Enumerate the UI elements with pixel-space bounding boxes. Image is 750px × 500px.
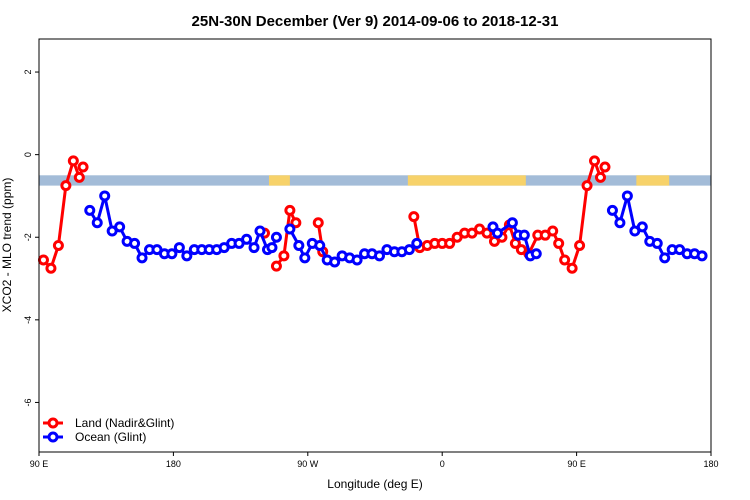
- ocean-point-0-1: [91, 217, 103, 229]
- ocean-point-0-12: [173, 242, 185, 254]
- x-tick-label-2: 90 W: [297, 459, 319, 469]
- ocean-point-2-1: [491, 227, 503, 239]
- ocean-point-3-6: [651, 237, 663, 249]
- land-ocean-strip: [39, 175, 711, 186]
- land-point-0-5: [73, 171, 85, 183]
- legend-label-ocean: Ocean (Glint): [75, 430, 146, 444]
- ocean-point-0-7: [136, 252, 148, 264]
- land-point-4-23: [574, 240, 586, 251]
- legend-label-land: Land (Nadir&Glint): [75, 416, 174, 430]
- y-tick-label-0: 2: [23, 70, 33, 75]
- ocean-point-3-1: [614, 217, 626, 229]
- land-point-4-22: [566, 262, 578, 274]
- axes: 90 E 180 90 W 0 90 E 180 2 0 -2 -4 -6: [23, 70, 719, 469]
- ocean-point-3-12: [696, 250, 708, 262]
- ocean-point-1-0: [284, 223, 296, 235]
- land-point-4-25: [589, 155, 601, 167]
- land-point-4-21: [559, 254, 571, 266]
- land-point-2-0: [270, 260, 282, 272]
- land-point-0-4: [67, 155, 79, 167]
- land-strip-span-2: [636, 175, 670, 186]
- x-tick-label-3: 0: [440, 459, 445, 469]
- ocean-point-0-2: [99, 190, 111, 202]
- x-axis-title: Longitude (deg E): [327, 477, 422, 491]
- ocean-point-1-6: [329, 256, 341, 268]
- land-point-2-2: [284, 204, 296, 216]
- ocean-point-2-4: [518, 229, 530, 241]
- ocean-point-3-7: [659, 252, 671, 264]
- land-point-4-27: [599, 161, 611, 173]
- land-point-0-0: [37, 254, 49, 266]
- ocean-point-1-4: [314, 240, 326, 251]
- x-tick-label-0: 90 E: [30, 459, 49, 469]
- plot-frame: [38, 38, 712, 453]
- ocean-point-0-0: [84, 204, 96, 216]
- y-tick-label-4: -6: [23, 398, 33, 406]
- land-point-0-2: [52, 240, 64, 251]
- land-point-3-0: [312, 217, 324, 229]
- land-point-0-3: [60, 180, 72, 192]
- ocean-point-0-13: [181, 250, 193, 262]
- legend-marker-ocean: [47, 431, 59, 443]
- ocean-point-0-23: [254, 225, 266, 237]
- land-point-4-20: [553, 237, 565, 249]
- legend-marker-land: [47, 417, 59, 429]
- y-axis-title: XCO2 - MLO trend (ppm): [0, 178, 14, 313]
- y-tick-label-3: -4: [23, 316, 33, 324]
- y-tick-label-2: -2: [23, 233, 33, 241]
- land-point-4-5: [444, 237, 456, 249]
- y-tick-label-1: 0: [23, 152, 33, 157]
- x-tick-label-1: 180: [166, 459, 181, 469]
- ocean-point-0-26: [270, 231, 282, 243]
- land-point-4-0: [408, 211, 420, 223]
- ocean-point-1-2: [299, 252, 311, 264]
- land-point-4-26: [594, 171, 606, 183]
- ocean-point-2-6: [530, 248, 542, 260]
- ocean-point-0-4: [114, 221, 126, 233]
- legend: Land (Nadir&Glint) Ocean (Glint): [43, 416, 174, 444]
- ocean-point-1-9: [351, 254, 363, 266]
- x-tick-label-4: 90 E: [567, 459, 586, 469]
- ocean-point-0-25: [266, 242, 278, 254]
- ocean-point-0-21: [241, 233, 253, 245]
- land-point-0-6: [77, 161, 89, 173]
- land-point-2-1: [278, 250, 290, 262]
- land-point-4-19: [547, 225, 559, 237]
- x-tick-label-5: 180: [703, 459, 718, 469]
- land-strip-span-0: [268, 175, 290, 186]
- ocean-point-1-16: [403, 244, 415, 256]
- ocean-point-1-17: [411, 237, 423, 249]
- land-point-4-24: [581, 180, 593, 192]
- land-point-4-10: [481, 227, 493, 239]
- land-point-0-1: [45, 262, 57, 274]
- chart-title: 25N-30N December (Ver 9) 2014-09-06 to 2…: [192, 13, 559, 30]
- ocean-point-0-6: [129, 237, 141, 249]
- ocean-point-1-1: [293, 240, 305, 251]
- ocean-point-3-4: [636, 221, 648, 233]
- ocean-point-0-11: [166, 248, 178, 260]
- ocean-point-0-22: [248, 242, 260, 254]
- ocean-point-3-0: [606, 204, 618, 216]
- ocean-strip: [39, 175, 711, 186]
- ocean-point-2-2: [506, 217, 518, 229]
- ocean-point-1-12: [373, 250, 385, 262]
- land-point-2-3: [290, 217, 302, 229]
- plot-series: [37, 155, 708, 274]
- ocean-point-3-2: [621, 190, 633, 202]
- land-strip-span-1: [407, 175, 526, 186]
